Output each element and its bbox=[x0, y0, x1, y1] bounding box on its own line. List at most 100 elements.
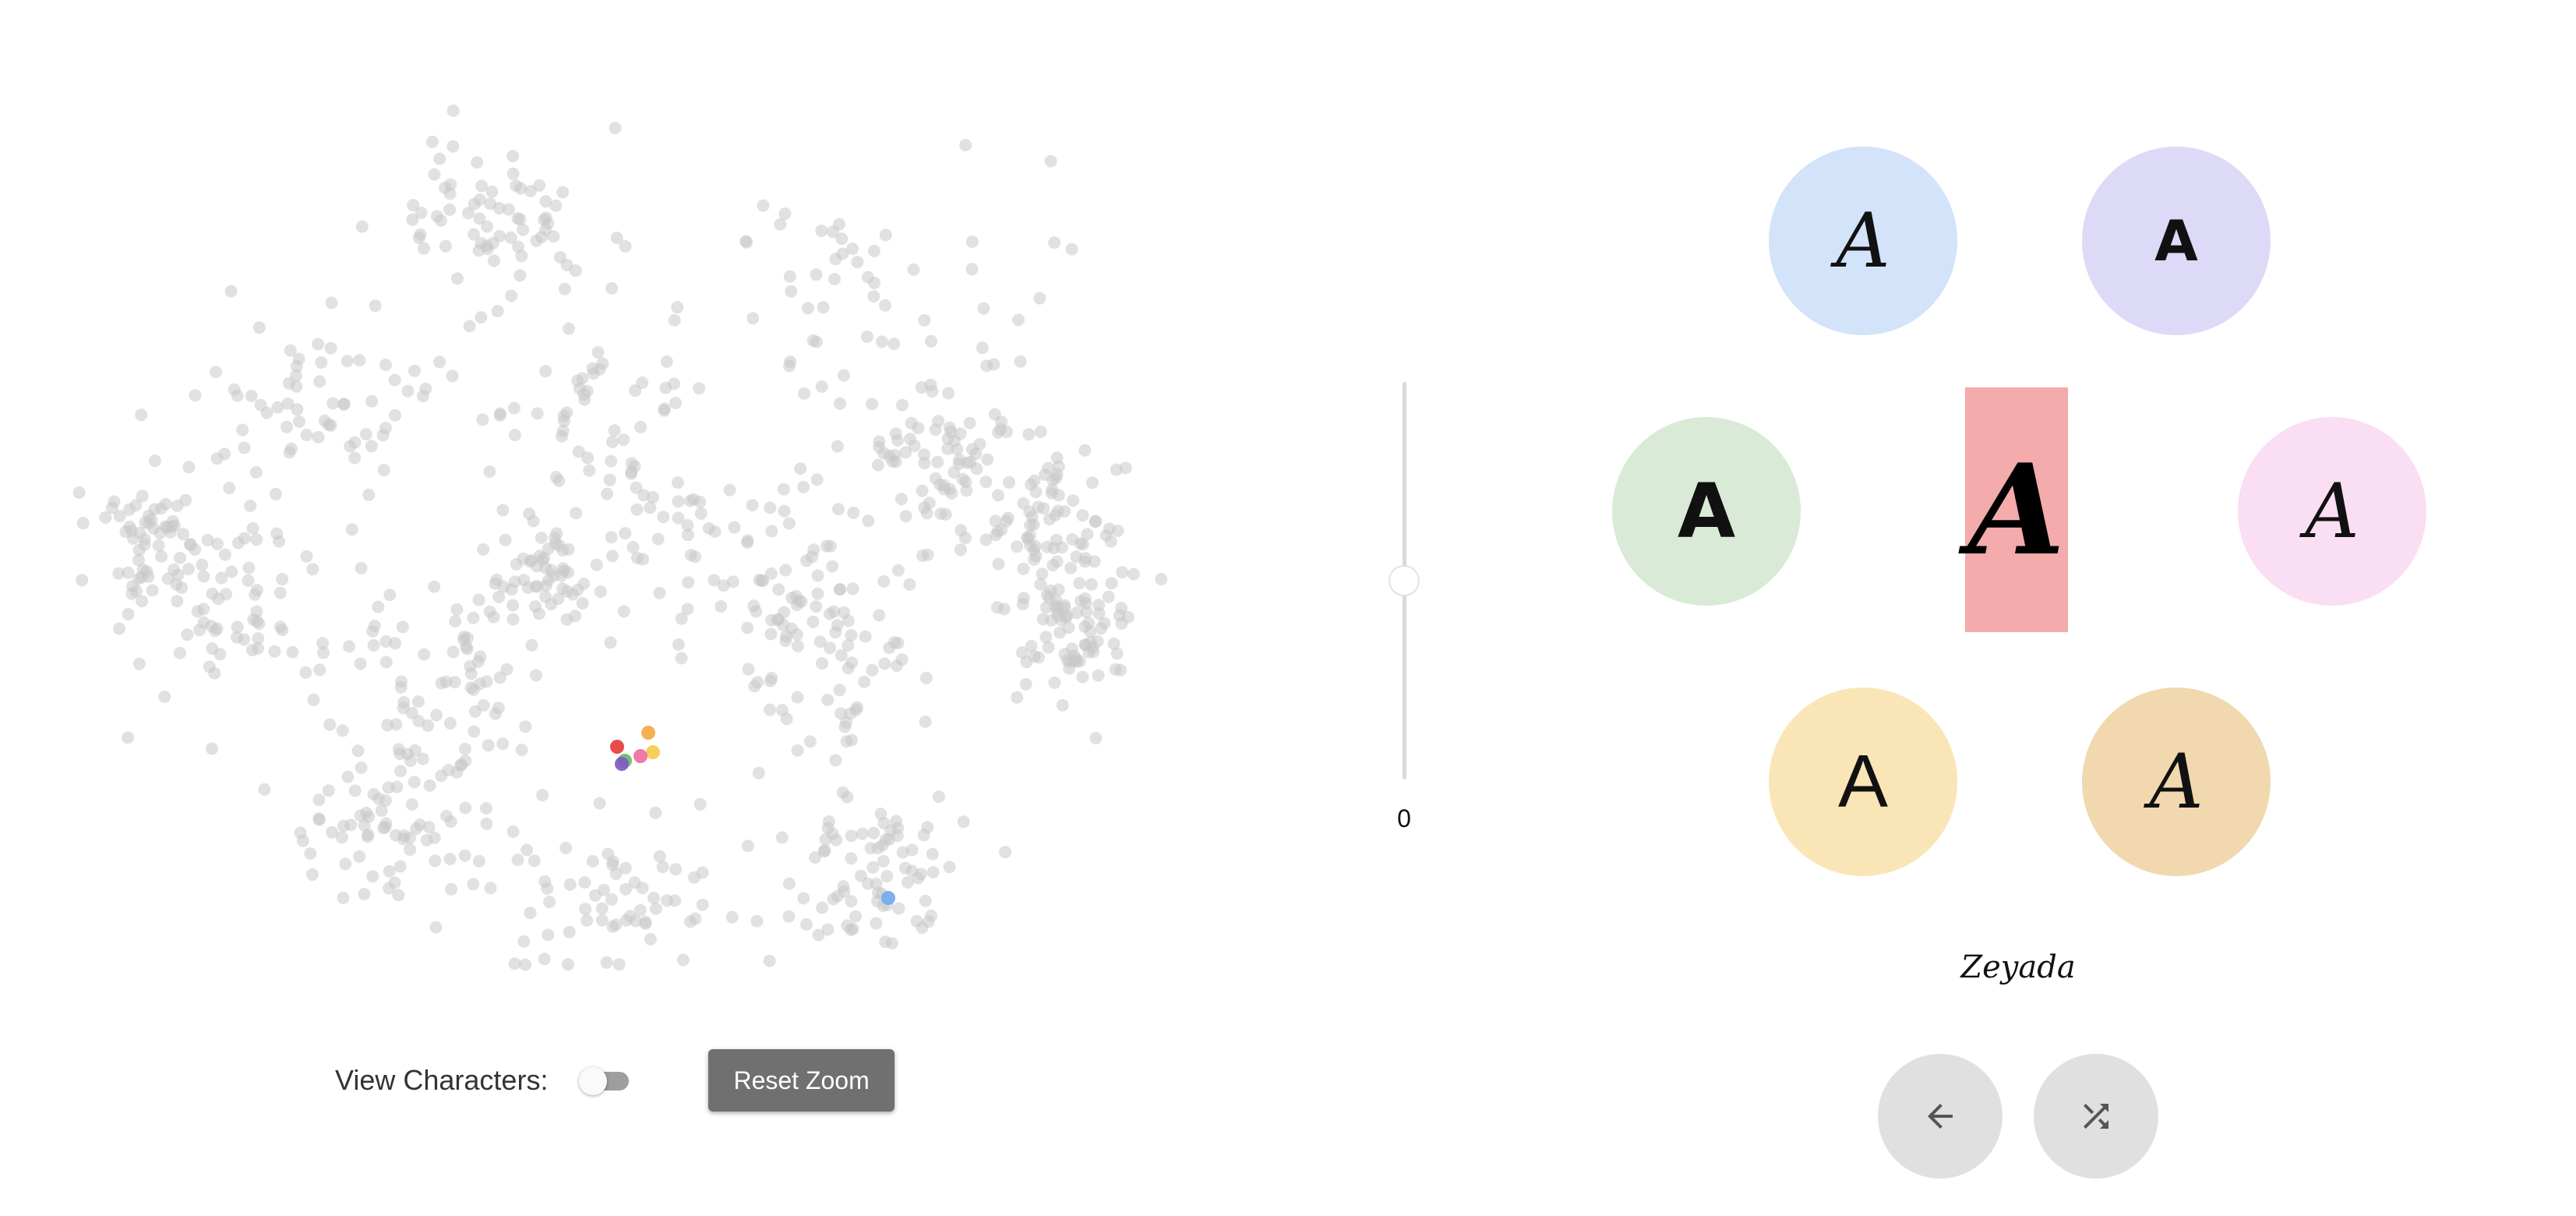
font-point[interactable] bbox=[891, 564, 905, 577]
font-point[interactable] bbox=[750, 914, 764, 928]
font-point[interactable] bbox=[867, 826, 880, 840]
font-point[interactable] bbox=[828, 273, 841, 286]
font-point[interactable] bbox=[965, 443, 979, 456]
glyph-circle-yellow[interactable]: A bbox=[1769, 688, 1957, 876]
font-point[interactable] bbox=[123, 520, 136, 533]
font-point[interactable] bbox=[619, 861, 632, 875]
font-point[interactable] bbox=[138, 538, 151, 551]
font-point[interactable] bbox=[281, 397, 295, 410]
font-point[interactable] bbox=[529, 600, 542, 613]
font-point[interactable] bbox=[588, 889, 602, 902]
font-point[interactable] bbox=[322, 784, 335, 797]
font-point[interactable] bbox=[594, 585, 607, 598]
font-point[interactable] bbox=[898, 861, 912, 875]
font-point[interactable] bbox=[505, 289, 518, 302]
font-point[interactable] bbox=[1037, 502, 1050, 515]
font-point[interactable] bbox=[834, 397, 846, 410]
font-point[interactable] bbox=[428, 580, 441, 593]
font-point[interactable] bbox=[390, 780, 404, 794]
font-point[interactable] bbox=[505, 583, 518, 596]
font-point[interactable] bbox=[771, 613, 785, 627]
font-point[interactable] bbox=[197, 570, 210, 583]
font-point[interactable] bbox=[649, 806, 662, 819]
font-point[interactable] bbox=[1017, 562, 1030, 575]
font-point[interactable] bbox=[728, 521, 741, 534]
font-point[interactable] bbox=[1011, 691, 1024, 704]
font-point[interactable] bbox=[416, 752, 429, 765]
font-point[interactable] bbox=[525, 638, 538, 652]
font-point[interactable] bbox=[1028, 553, 1041, 566]
font-point[interactable] bbox=[831, 619, 844, 632]
back-button[interactable] bbox=[1878, 1054, 2003, 1179]
font-point[interactable] bbox=[1050, 594, 1063, 607]
font-point[interactable] bbox=[934, 507, 947, 520]
font-point[interactable] bbox=[485, 186, 499, 198]
font-point[interactable] bbox=[468, 725, 481, 738]
font-point[interactable] bbox=[517, 935, 531, 948]
font-point[interactable] bbox=[404, 843, 417, 856]
font-point[interactable] bbox=[750, 605, 763, 618]
font-point[interactable] bbox=[430, 709, 443, 722]
font-point[interactable] bbox=[612, 958, 626, 971]
font-point[interactable] bbox=[681, 528, 694, 542]
font-point[interactable] bbox=[675, 652, 688, 665]
font-point[interactable] bbox=[412, 232, 425, 245]
font-point[interactable] bbox=[981, 453, 994, 466]
font-point[interactable] bbox=[867, 245, 880, 257]
font-point[interactable] bbox=[462, 207, 475, 220]
font-point[interactable] bbox=[920, 507, 933, 520]
font-point[interactable] bbox=[225, 565, 238, 578]
font-point[interactable] bbox=[480, 675, 493, 688]
font-point[interactable] bbox=[112, 567, 125, 580]
font-point[interactable] bbox=[504, 231, 517, 244]
font-point[interactable] bbox=[345, 523, 358, 536]
font-point[interactable] bbox=[367, 638, 380, 652]
font-point[interactable] bbox=[919, 894, 932, 907]
font-point[interactable] bbox=[617, 433, 630, 447]
font-point[interactable] bbox=[669, 894, 682, 907]
font-point[interactable] bbox=[290, 359, 303, 373]
font-point[interactable] bbox=[579, 903, 592, 916]
font-point[interactable] bbox=[506, 599, 520, 612]
font-point[interactable] bbox=[1050, 472, 1063, 485]
font-point[interactable] bbox=[455, 758, 468, 771]
font-point[interactable] bbox=[72, 486, 86, 499]
font-point[interactable] bbox=[293, 415, 305, 428]
font-point[interactable] bbox=[365, 394, 379, 408]
font-point[interactable] bbox=[845, 829, 858, 843]
font-point[interactable] bbox=[433, 152, 446, 165]
font-point[interactable] bbox=[1110, 463, 1123, 476]
font-point[interactable] bbox=[210, 452, 224, 465]
font-point[interactable] bbox=[764, 703, 777, 716]
font-point[interactable] bbox=[748, 680, 761, 693]
font-point[interactable] bbox=[511, 854, 524, 867]
font-point[interactable] bbox=[862, 514, 875, 528]
font-point[interactable] bbox=[832, 503, 845, 516]
font-point[interactable] bbox=[573, 382, 586, 395]
font-point[interactable] bbox=[630, 481, 643, 494]
font-point[interactable] bbox=[822, 815, 835, 828]
font-point[interactable] bbox=[826, 560, 839, 573]
font-point[interactable] bbox=[206, 587, 219, 600]
font-point[interactable] bbox=[746, 499, 759, 512]
font-point[interactable] bbox=[313, 375, 326, 388]
font-point[interactable] bbox=[988, 408, 1001, 421]
font-point[interactable] bbox=[726, 575, 739, 589]
font-point[interactable] bbox=[630, 551, 644, 564]
font-point[interactable] bbox=[271, 401, 284, 414]
font-point[interactable] bbox=[861, 270, 874, 284]
font-point[interactable] bbox=[560, 613, 573, 626]
font-point[interactable] bbox=[549, 199, 563, 212]
font-point[interactable] bbox=[416, 390, 429, 402]
font-point[interactable] bbox=[228, 383, 241, 396]
font-point[interactable] bbox=[556, 186, 570, 199]
font-point[interactable] bbox=[623, 910, 637, 923]
font-point[interactable] bbox=[562, 566, 575, 579]
font-point[interactable] bbox=[377, 464, 390, 477]
font-point[interactable] bbox=[506, 825, 520, 838]
font-point[interactable] bbox=[858, 675, 871, 688]
font-point[interactable] bbox=[1024, 518, 1037, 532]
font-point[interactable] bbox=[242, 574, 255, 587]
font-point[interactable] bbox=[493, 671, 506, 684]
font-point[interactable] bbox=[140, 565, 154, 578]
